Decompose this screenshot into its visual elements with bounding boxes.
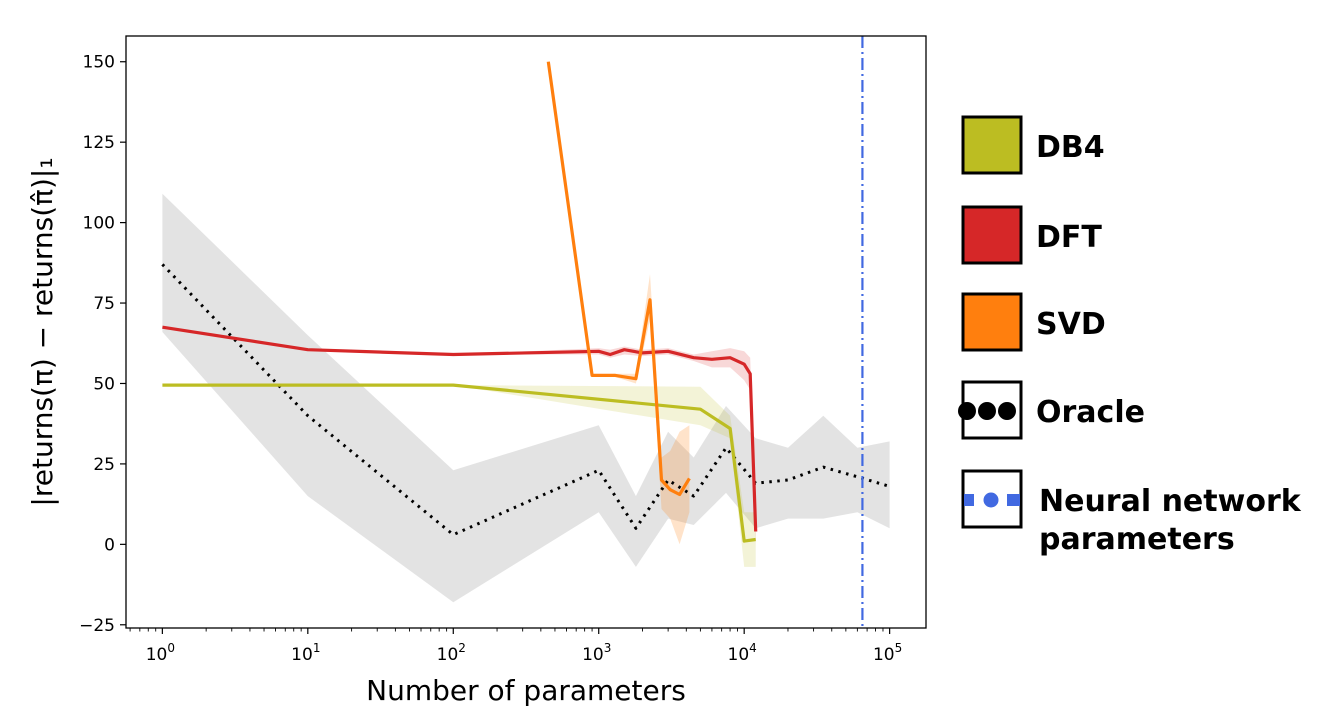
x-tick-label: 104 <box>728 641 757 665</box>
x-tick-label-exponent: 1 <box>313 641 321 655</box>
legend-swatch <box>961 205 1023 265</box>
y-tick-label: 75 <box>93 294 115 314</box>
line-dft <box>162 325 758 532</box>
legend-item-db4: DB4 <box>961 115 1105 175</box>
y-axis-label: |returns(π) − returns(π̂)|₁ <box>26 157 59 506</box>
legend-item-dft: DFT <box>961 205 1102 265</box>
x-tick-label: 101 <box>291 641 320 665</box>
legend-dash <box>1007 494 1020 506</box>
x-tick-label: 100 <box>146 641 175 665</box>
y-tick-label: 125 <box>83 133 115 153</box>
x-axis: 100 101 102 103 104 105 <box>129 628 902 665</box>
legend-swatch <box>961 115 1023 175</box>
y-tick-label: 150 <box>83 53 115 73</box>
band-svd <box>548 61 690 545</box>
x-tick-label-exponent: 4 <box>749 641 757 655</box>
x-tick-label: 103 <box>582 641 611 665</box>
y-tick-label: 50 <box>93 374 115 394</box>
x-tick-label-exponent: 0 <box>167 641 175 655</box>
confidence-bands <box>162 61 890 603</box>
band-db4 <box>162 385 756 567</box>
line-svd <box>546 61 691 497</box>
x-tick-label-base: 10 <box>582 645 604 665</box>
y-tick-label: 0 <box>104 535 115 555</box>
legend-label: SVD <box>1036 307 1106 342</box>
legend-label: Oracle <box>1036 395 1145 430</box>
plot-frame <box>125 35 927 629</box>
x-tick-label-base: 10 <box>291 645 313 665</box>
legend-label-line: parameters <box>1039 522 1235 557</box>
legend-dot <box>958 402 976 420</box>
x-tick-label-base: 10 <box>437 645 459 665</box>
legend-dash <box>964 494 974 506</box>
line-db4 <box>162 383 756 543</box>
x-tick-label-exponent: 3 <box>604 641 612 655</box>
legend-dot <box>998 402 1016 420</box>
y-axis: −25 0 25 50 75 100 125 150 <box>79 53 126 636</box>
legend-label: DFT <box>1036 220 1102 255</box>
line-oracle <box>161 263 891 537</box>
legend-item-oracle: Oracle <box>958 380 1145 440</box>
series-lines <box>161 36 891 628</box>
y-tick-label: 25 <box>93 455 115 475</box>
band-oracle <box>162 193 890 603</box>
x-tick-label: 102 <box>437 641 466 665</box>
legend-label: DB4 <box>1036 130 1105 165</box>
y-tick-label: −25 <box>79 616 115 636</box>
x-tick-label-exponent: 2 <box>458 641 466 655</box>
y-tick-label: 100 <box>83 214 115 234</box>
x-axis-label: Number of parameters <box>366 674 686 707</box>
legend-item-svd: SVD <box>961 292 1106 352</box>
x-tick-label-base: 10 <box>873 645 895 665</box>
x-tick-label-base: 10 <box>728 645 750 665</box>
legend-dot <box>983 492 999 508</box>
legend-label-line: Neural network <box>1039 484 1302 519</box>
x-tick-label-exponent: 5 <box>895 641 903 655</box>
x-tick-label-base: 10 <box>146 645 168 665</box>
x-tick-label: 105 <box>873 641 902 665</box>
legend-dot <box>978 402 996 420</box>
legend-swatch <box>961 292 1023 352</box>
